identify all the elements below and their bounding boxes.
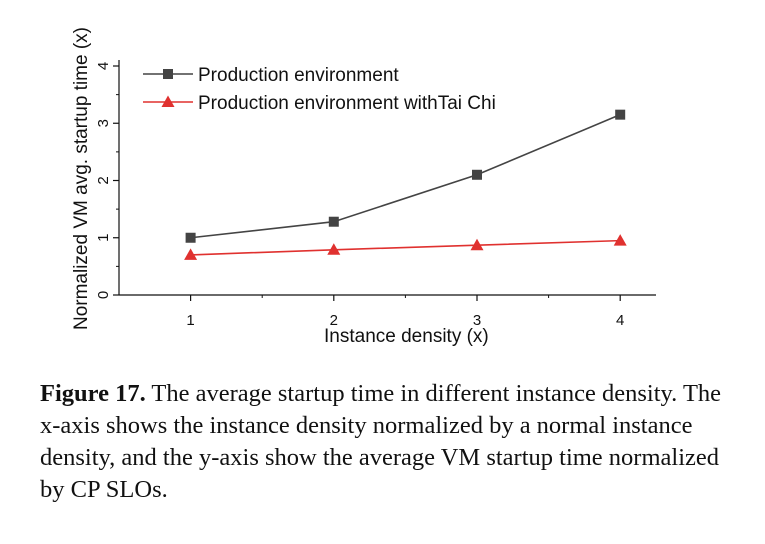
- data-point: [615, 109, 626, 120]
- series-2: [184, 234, 627, 260]
- data-point: [613, 234, 627, 246]
- caption-text: The average startup time in different in…: [40, 380, 722, 503]
- legend-item: Production environment withTai Chi: [143, 93, 496, 114]
- x-tick-label: 3: [473, 312, 481, 329]
- x-tick-label: 4: [616, 312, 624, 329]
- legend-marker: [163, 69, 173, 79]
- legend: Production environment Production environ…: [143, 65, 496, 114]
- x-axis-title: Instance density (x): [324, 326, 489, 347]
- legend-item: Production environment: [143, 65, 399, 86]
- y-tick-label: 3: [95, 119, 112, 127]
- data-point: [328, 216, 339, 227]
- y-ticks: 0 1 2 3 4: [95, 62, 119, 299]
- y-tick-label: 0: [95, 291, 112, 299]
- x-ticks: 1 2 3 4: [186, 295, 624, 329]
- series-1: [185, 109, 626, 243]
- caption-label: Figure 17.: [40, 380, 146, 407]
- y-tick-label: 1: [95, 234, 112, 242]
- data-point: [185, 232, 196, 243]
- axes: [118, 60, 656, 296]
- data-point: [327, 243, 341, 255]
- data-point: [184, 248, 198, 260]
- x-tick-label: 2: [330, 312, 338, 329]
- data-point: [472, 169, 482, 180]
- series-line: [190, 239, 621, 256]
- series-line: [190, 113, 621, 239]
- legend-marker: [161, 95, 175, 107]
- x-tick-label: 1: [186, 312, 194, 329]
- figure-caption: Figure 17. The average startup time in d…: [40, 378, 730, 506]
- y-axis-title: Normalized VM avg. startup time (x): [71, 27, 92, 330]
- data-point: [470, 238, 484, 251]
- legend-label: Production environment: [198, 65, 399, 86]
- y-tick-label: 2: [95, 176, 112, 184]
- y-tick-label: 4: [95, 62, 112, 70]
- series-group: [184, 109, 627, 260]
- legend-label: Production environment withTai Chi: [198, 93, 496, 114]
